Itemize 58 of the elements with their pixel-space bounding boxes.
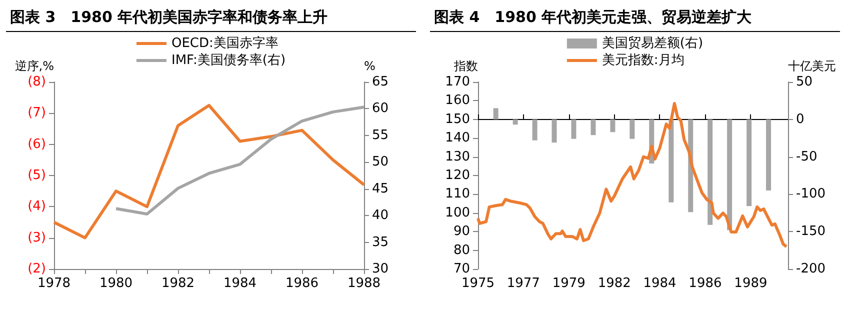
- y-tick-label: 160: [445, 93, 470, 108]
- line-series: [52, 104, 366, 240]
- y2-tick-label: 0: [796, 112, 804, 127]
- x-tick-label: 1989: [734, 276, 768, 291]
- y2-tick-label: 30: [372, 262, 389, 276]
- x-tick-label: 1988: [347, 276, 381, 291]
- y-tick-label: 80: [453, 242, 470, 258]
- x-tick-label: 1982: [598, 276, 631, 291]
- x-tick-label: 1984: [643, 276, 676, 291]
- y2-tick-label: -150: [796, 224, 826, 240]
- y2-tick-label: 35: [372, 234, 389, 250]
- y-tick-label: (6): [28, 136, 46, 152]
- y-tick-label: (7): [28, 106, 46, 121]
- y2-tick-label: -200: [796, 262, 826, 276]
- y-tick-label: 140: [445, 130, 470, 146]
- y2-axis-title: 十亿美元: [788, 59, 836, 73]
- y-tick-label: 120: [445, 168, 470, 183]
- x-tick-label: 1986: [285, 276, 319, 291]
- y2-tick-label: 60: [372, 101, 389, 116]
- y-axis-title: 指数: [453, 59, 478, 73]
- x-tick-label: 1979: [552, 276, 586, 291]
- x-tick-label: 1980: [99, 276, 133, 291]
- x-tick-label: 1975: [461, 276, 495, 291]
- y2-tick-label: 45: [372, 181, 389, 196]
- y-tick-label: 90: [453, 224, 470, 240]
- y2-tick-label: 40: [372, 208, 389, 224]
- y-axis-title: 逆序,%: [14, 59, 54, 73]
- y-tick-label: 150: [445, 112, 470, 127]
- y2-tick-label: 55: [372, 128, 389, 143]
- x-tick-label: 1977: [506, 276, 540, 291]
- y-tick-label: (5): [28, 168, 46, 183]
- x-tick-label: 1978: [37, 276, 71, 291]
- chart-title: 图表 3 1980 年代初美国赤字率和债务率上升: [6, 4, 416, 32]
- legend-label: 美国贸易差额(右): [602, 35, 704, 51]
- y-tick-label: 130: [445, 149, 470, 164]
- legend-label: IMF:美国债务率(右): [171, 52, 286, 68]
- x-tick-label: 1982: [161, 276, 195, 291]
- y2-tick-label: -50: [796, 149, 818, 164]
- legend-label: OECD:美国赤字率: [171, 35, 278, 51]
- y-tick-label: (8): [28, 74, 46, 90]
- y-tick-label: (4): [28, 199, 46, 214]
- y-tick-label: 70: [453, 262, 470, 276]
- y2-tick-label: 50: [372, 154, 389, 170]
- y-tick-label: 110: [445, 186, 470, 202]
- y2-axis-title: %: [364, 59, 376, 73]
- y2-tick-label: 50: [796, 74, 813, 90]
- legend-label: 美元指数:月均: [602, 52, 684, 68]
- y-tick-label: 100: [445, 205, 470, 220]
- line-series: [476, 102, 788, 248]
- chart-title: 图表 4 1980 年代初美元走强、贸易逆差扩大: [430, 4, 840, 32]
- y2-tick-label: 65: [372, 74, 389, 90]
- y-tick-label: (2): [28, 262, 46, 276]
- x-tick-label: 1986: [688, 276, 722, 291]
- y2-tick-label: -100: [796, 186, 826, 202]
- y-tick-label: (3): [28, 230, 46, 246]
- line-series: [114, 106, 366, 216]
- x-tick-label: 1984: [223, 276, 257, 291]
- y-tick-label: 170: [445, 74, 470, 90]
